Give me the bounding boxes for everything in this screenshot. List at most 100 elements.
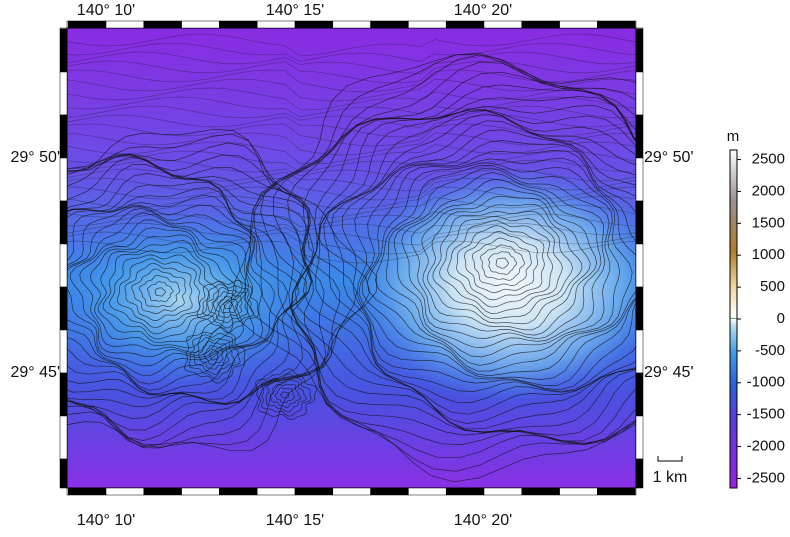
- contour-line: [67, 87, 636, 111]
- contour-line: [67, 60, 636, 84]
- colorbar-tick-label: -2000: [747, 438, 785, 455]
- contour-line: [188, 332, 241, 380]
- frame-segment: [445, 20, 485, 29]
- contour-line: [67, 132, 636, 156]
- lat-label: 29° 50': [11, 149, 61, 166]
- contour-line: [439, 216, 563, 314]
- contour-line: [67, 96, 636, 118]
- frame-segment: [59, 157, 68, 202]
- contour-line: [154, 287, 166, 297]
- contour-line: [67, 142, 357, 449]
- colorbar-scale: [729, 149, 738, 489]
- lon-label: 140° 20': [454, 512, 512, 529]
- frame-segment: [635, 286, 644, 331]
- colorbar-tick-label: 1000: [752, 246, 785, 263]
- contour-line: [456, 225, 545, 301]
- contour-line: [67, 186, 636, 210]
- frame-segment: [59, 372, 68, 417]
- contour-line: [97, 240, 229, 344]
- contour-line: [280, 391, 290, 399]
- contour-line: [230, 54, 636, 483]
- frame-segment: [181, 20, 220, 29]
- contour-line: [89, 234, 237, 349]
- contour-line: [196, 280, 259, 334]
- frame-segment: [59, 329, 68, 374]
- contour-line: [67, 159, 636, 181]
- contour-line: [197, 340, 230, 370]
- frame-segment: [635, 157, 644, 202]
- contour-line: [411, 187, 598, 336]
- contour-line: [67, 195, 636, 219]
- contour-line: [495, 257, 509, 269]
- lat-label: 29° 45': [644, 364, 694, 381]
- contour-line: [67, 150, 636, 173]
- contour-line: [385, 167, 611, 358]
- contour-line: [67, 69, 636, 93]
- contour-line: [67, 156, 312, 419]
- scale-bar-label: 1 km: [653, 469, 688, 486]
- frame-segment: [559, 20, 598, 29]
- contour-line: [255, 368, 318, 420]
- frame-segment: [635, 372, 644, 417]
- lat-label: 29° 45': [11, 364, 61, 381]
- seamount-shade: [67, 210, 320, 390]
- contour-line: [206, 287, 249, 324]
- contour-line: [211, 291, 243, 318]
- frame-segment: [59, 114, 68, 159]
- contour-line: [67, 42, 636, 62]
- contour-line: [67, 204, 275, 391]
- contour-line: [223, 300, 233, 310]
- contour-line: [253, 54, 636, 459]
- contour-line: [358, 150, 636, 380]
- frame-segment: [370, 487, 409, 496]
- frame-segment: [634, 487, 637, 496]
- contour-line: [488, 251, 518, 275]
- contour-line: [67, 208, 254, 376]
- contour-line: [67, 128, 378, 452]
- frame-segment: [59, 286, 68, 331]
- contour-line: [464, 231, 539, 293]
- contour-line: [79, 227, 243, 353]
- frame-segment: [143, 487, 182, 496]
- contour-line: [393, 172, 606, 348]
- frame-segment: [634, 20, 637, 29]
- lon-label: 140° 10': [77, 2, 135, 19]
- colorbar-unit: m: [727, 128, 740, 145]
- lon-label: 140° 10': [77, 512, 135, 529]
- contour-line: [67, 114, 636, 138]
- frame-segment: [219, 20, 258, 29]
- contour-line: [67, 154, 341, 447]
- frame-segment: [59, 415, 68, 460]
- contour-line: [401, 179, 602, 340]
- colorbar-tick-label: -1000: [747, 374, 785, 391]
- contour-line: [260, 373, 312, 417]
- contour-line: [67, 105, 636, 128]
- contour-line: [67, 141, 636, 165]
- contour-line: [67, 153, 316, 431]
- frame-segment: [597, 20, 636, 29]
- frame-segment: [105, 487, 145, 496]
- map-area: [67, 28, 636, 488]
- frame-segment: [635, 200, 644, 245]
- contours: [67, 33, 636, 483]
- frame-segment: [635, 458, 644, 489]
- frame-segment: [105, 20, 145, 29]
- lat-label: 29° 50': [644, 149, 694, 166]
- frame-segment: [294, 487, 334, 496]
- frame-segment: [59, 28, 68, 73]
- lon-label: 140° 15': [266, 512, 324, 529]
- contour-line: [193, 337, 236, 375]
- colorbar-tick-label: -2500: [747, 469, 785, 486]
- frame-segment: [635, 71, 644, 116]
- colorbar-tick-label: 500: [760, 278, 785, 295]
- colorbar-tick-label: 2500: [752, 151, 785, 168]
- frame-segment: [370, 20, 409, 29]
- contour-line: [146, 281, 174, 303]
- contour-line: [70, 219, 247, 358]
- contour-line: [67, 177, 636, 201]
- contour-line: [67, 51, 636, 75]
- frame-segment: [294, 20, 334, 29]
- contour-line: [421, 195, 591, 331]
- colorbar: m 2500 2000 1500 1000 500 0 -500 -1000 -1500 -200…: [727, 128, 785, 489]
- frame-segment: [635, 28, 644, 73]
